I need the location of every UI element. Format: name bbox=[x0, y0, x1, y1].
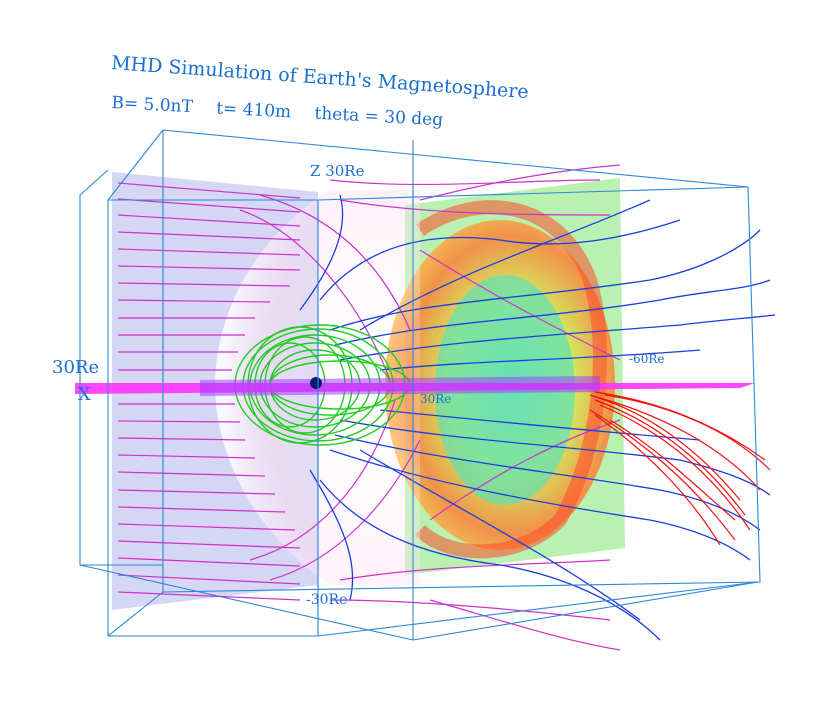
x-axis-label: X bbox=[78, 384, 91, 405]
tail-distance-label: -60Re bbox=[629, 352, 665, 366]
simulation-box bbox=[79, 129, 761, 641]
time-value: t= 410m bbox=[215, 98, 292, 123]
open-field-lines bbox=[299, 194, 776, 641]
x-scale-label: 30Re bbox=[52, 357, 100, 378]
b-field-value: B= 5.0nT bbox=[110, 93, 194, 118]
z-negative-label: -30Re bbox=[306, 592, 348, 608]
tail-field-lines bbox=[589, 391, 771, 546]
earth-icon bbox=[310, 377, 322, 389]
y-scale-label: 30Re bbox=[420, 392, 452, 406]
solar-wind-field-lines bbox=[117, 164, 621, 651]
z-axis-label: Z 30Re bbox=[310, 162, 365, 180]
